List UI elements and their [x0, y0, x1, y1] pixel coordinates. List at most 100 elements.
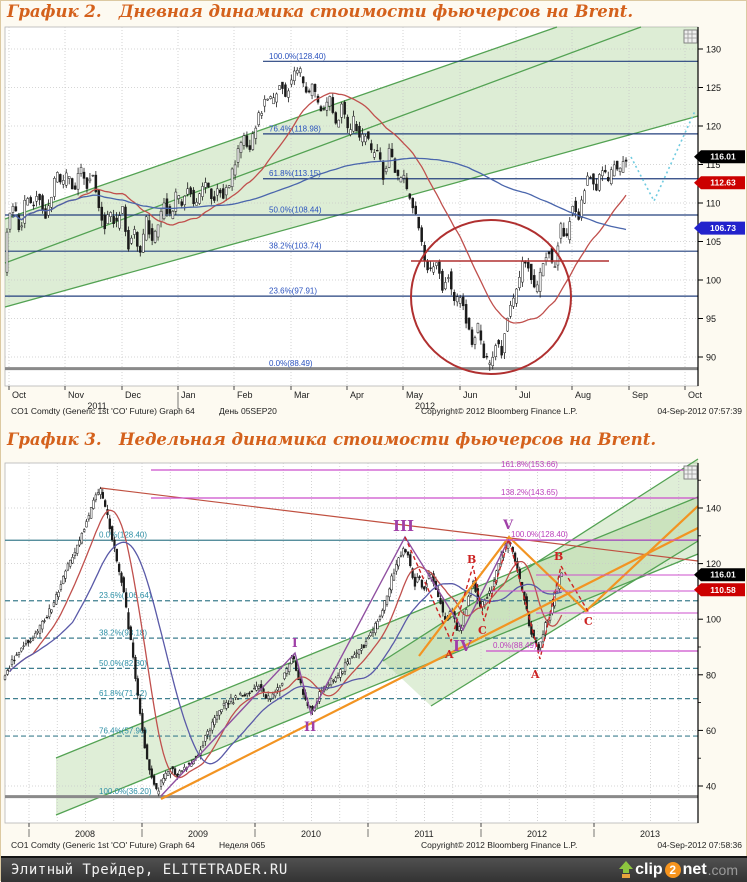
- wave-label: A: [444, 648, 454, 661]
- clip2net-logo[interactable]: clip 2 net .com: [618, 861, 738, 879]
- candle-body: [136, 232, 139, 247]
- candle-body: [17, 215, 21, 231]
- x-axis-month-label: Sep: [632, 390, 648, 400]
- candle-body: [334, 677, 337, 682]
- candle-body: [492, 581, 496, 587]
- wave-label: A: [530, 668, 540, 681]
- candle-body: [476, 323, 480, 333]
- candle-body: [8, 212, 12, 230]
- candle-body: [485, 597, 489, 599]
- candle-body: [264, 694, 268, 699]
- candle-body: [236, 148, 240, 163]
- candle-body: [518, 277, 521, 289]
- candle-body: [131, 642, 135, 658]
- candle-body: [301, 76, 305, 84]
- wave-label: III: [393, 517, 414, 535]
- candle-body: [168, 206, 172, 214]
- candle-body: [29, 640, 32, 643]
- fib-level-label: 0.0%(88.49): [269, 359, 313, 368]
- candle-body: [219, 189, 222, 194]
- candle-body: [589, 176, 592, 179]
- candle-body: [467, 596, 470, 606]
- candle-body: [211, 721, 214, 731]
- x-axis-month-label: Jan: [181, 390, 196, 400]
- candle-body: [156, 224, 160, 238]
- candle-body: [178, 770, 181, 776]
- candle-body: [180, 201, 184, 206]
- candle-body: [110, 526, 114, 541]
- candle-body: [598, 174, 601, 191]
- candle-body: [15, 654, 18, 656]
- candle-body: [488, 590, 491, 594]
- candle-body: [57, 592, 60, 597]
- candle-body: [150, 228, 154, 241]
- moving-average-line: [12, 92, 627, 324]
- candle-body: [138, 698, 142, 714]
- candle-body: [266, 98, 269, 101]
- candle-body: [38, 193, 41, 201]
- candle-body: [485, 356, 489, 358]
- candle-body: [381, 162, 385, 180]
- candle-body: [574, 200, 577, 212]
- candle-body: [571, 206, 574, 214]
- candle-body: [14, 206, 18, 212]
- candle-body: [559, 223, 563, 239]
- candle-body: [117, 563, 121, 572]
- y-axis-tick-label: 115: [706, 160, 720, 170]
- candle-body: [69, 560, 72, 567]
- candle-body: [512, 297, 515, 307]
- candle-body: [329, 678, 333, 686]
- chart-menu-icon[interactable]: [683, 29, 698, 44]
- x-axis-month-label: Jun: [463, 390, 478, 400]
- candle-body: [263, 99, 266, 107]
- candle-body: [358, 125, 361, 138]
- candle-body: [375, 149, 379, 152]
- candle-body: [236, 698, 240, 700]
- moving-average-line: [9, 541, 562, 765]
- candle-body: [227, 185, 231, 188]
- candle-body: [250, 690, 254, 693]
- candle-body: [360, 648, 363, 651]
- candle-body: [148, 759, 151, 771]
- candle-body: [371, 630, 375, 634]
- candle-body: [36, 630, 39, 633]
- candle-body: [187, 763, 191, 765]
- price-tag-value: 112.63: [710, 178, 736, 188]
- candle-body: [319, 106, 323, 112]
- candle-body: [159, 210, 163, 222]
- weekly-chart-title: График 3. Недельная динамика стоимости ф…: [7, 430, 657, 449]
- x-axis-year-label: 2010: [301, 829, 321, 839]
- candle-body: [378, 616, 382, 620]
- candle-body: [362, 644, 365, 649]
- candle-body: [532, 275, 536, 288]
- annotation-line: [160, 527, 699, 800]
- candle-body: [124, 206, 127, 232]
- candle-body: [275, 93, 278, 103]
- candle-body: [6, 670, 9, 675]
- candle-body: [101, 492, 104, 499]
- candle-body: [467, 317, 471, 330]
- candle-body: [162, 202, 166, 219]
- trend-channel-line: [382, 458, 699, 662]
- candle-body: [174, 191, 178, 212]
- candle-body: [378, 152, 382, 160]
- candle-body: [601, 170, 604, 177]
- timestamp-label: 04-Sep-2012 07:58:36: [657, 840, 742, 850]
- candle-body: [455, 296, 459, 303]
- chart-menu-icon[interactable]: [683, 465, 698, 480]
- candle-body: [31, 638, 35, 641]
- annotation-line: [418, 505, 699, 657]
- candle-body: [171, 210, 175, 219]
- candle-body: [208, 730, 212, 737]
- candle-body: [206, 731, 209, 735]
- candle-body: [541, 263, 545, 277]
- candle-body: [272, 97, 275, 105]
- candle-body: [222, 703, 226, 706]
- candle-body: [45, 617, 49, 619]
- candle-body: [83, 529, 86, 532]
- candle-body: [82, 171, 86, 179]
- y-axis-tick-label: 95: [706, 314, 716, 324]
- candle-body: [76, 173, 80, 190]
- candle-body: [479, 330, 483, 341]
- clip2net-arrow-icon: [619, 861, 634, 878]
